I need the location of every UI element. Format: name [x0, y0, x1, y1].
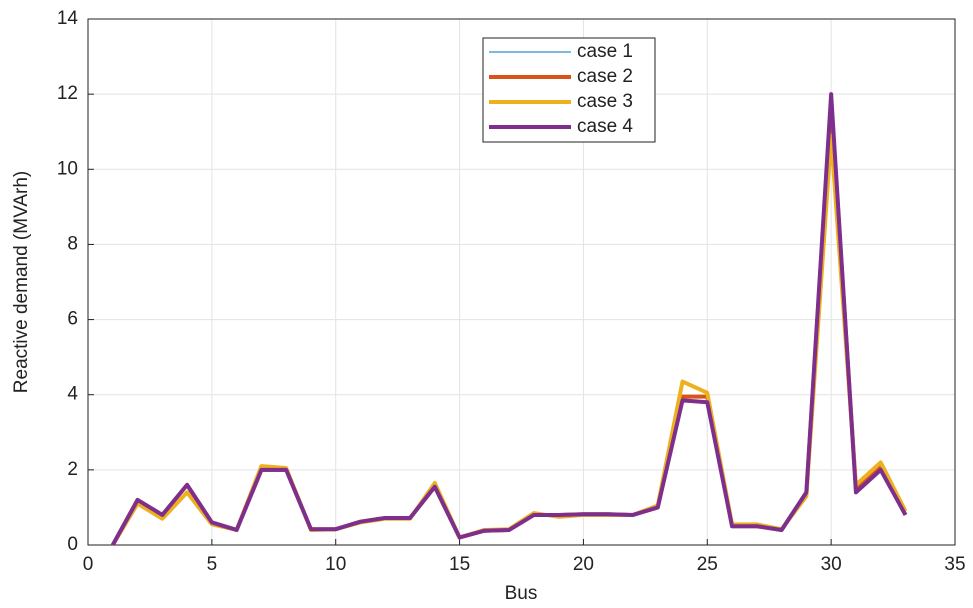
series-line — [111, 133, 908, 547]
series-line — [111, 92, 908, 546]
series-line — [112, 101, 906, 546]
x-tick-label: 35 — [944, 554, 965, 575]
y-tick-label: 10 — [57, 158, 78, 179]
x-tick-label: 20 — [573, 554, 594, 575]
y-tick-label: 2 — [67, 459, 78, 480]
legend-label: case 4 — [577, 116, 633, 137]
y-tick-label: 0 — [67, 534, 78, 555]
plot-frame — [87, 18, 956, 546]
x-tick-label: 5 — [207, 554, 218, 575]
legend-label: case 2 — [577, 66, 633, 87]
x-tick-label: 0 — [83, 554, 94, 575]
x-axis-label: Bus — [505, 583, 538, 604]
legend-label: case 3 — [577, 91, 633, 112]
y-tick-label: 12 — [57, 83, 78, 104]
x-tick-label: 25 — [697, 554, 718, 575]
x-tick-label: 30 — [821, 554, 842, 575]
series-line — [111, 99, 908, 546]
y-tick-label: 4 — [67, 384, 78, 405]
y-axis-label: Reactive demand (MVArh) — [11, 171, 32, 393]
y-tick-label: 6 — [67, 309, 78, 330]
y-tick-label: 8 — [67, 233, 78, 254]
legend-box — [482, 37, 656, 143]
x-tick-label: 15 — [449, 554, 470, 575]
legend-label: case 1 — [577, 41, 633, 62]
x-tick-label: 10 — [325, 554, 346, 575]
y-tick-label: 14 — [57, 8, 79, 29]
